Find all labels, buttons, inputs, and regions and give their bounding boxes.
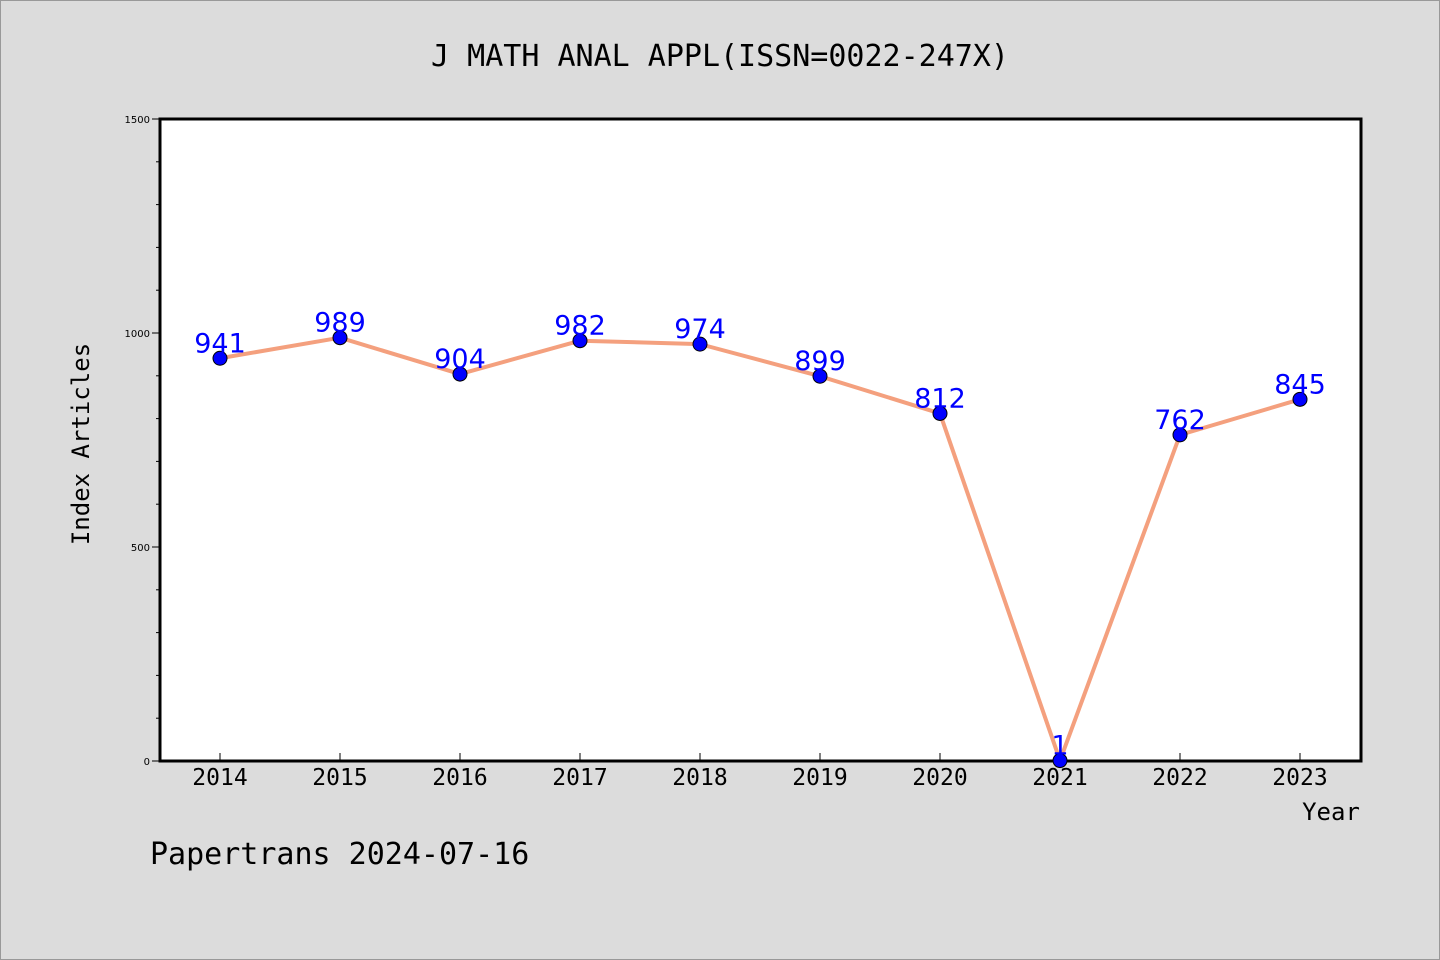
x-tick-label: 2022 bbox=[1152, 765, 1207, 791]
data-point bbox=[932, 405, 948, 421]
data-label: 941 bbox=[194, 328, 246, 359]
y-tick-label: 0 bbox=[144, 757, 150, 768]
data-label: 904 bbox=[434, 344, 486, 375]
x-tick-label: 2021 bbox=[1032, 765, 1087, 791]
footer-credit: Papertrans 2024-07-16 bbox=[150, 837, 529, 872]
series-layer: 941 989 904 982 974 899 812 1 762 845 bbox=[194, 308, 1326, 769]
data-point bbox=[1292, 391, 1308, 407]
y-axis-label: Index Articles bbox=[67, 343, 95, 545]
data-label: 989 bbox=[314, 308, 366, 339]
data-point bbox=[1172, 427, 1188, 443]
data-point bbox=[1052, 753, 1068, 769]
y-tick-label: 500 bbox=[131, 543, 150, 554]
data-label: 974 bbox=[674, 314, 726, 345]
x-axis-label: Year bbox=[1302, 798, 1360, 826]
x-tick-label: 2020 bbox=[912, 765, 967, 791]
x-axis: 2014 2015 2016 2017 2018 2019 2020 2021 2022 2023 bbox=[192, 753, 1328, 791]
data-label: 845 bbox=[1274, 369, 1326, 400]
chart-title: J MATH ANAL APPL(ISSN=0022-247X) bbox=[431, 39, 1009, 74]
data-label: 982 bbox=[554, 311, 606, 342]
data-point bbox=[452, 366, 468, 382]
data-point bbox=[332, 330, 348, 346]
x-tick-label: 2017 bbox=[552, 765, 607, 791]
data-point bbox=[812, 368, 828, 384]
x-tick-label: 2019 bbox=[792, 765, 847, 791]
data-point bbox=[572, 333, 588, 349]
data-label: 899 bbox=[794, 346, 846, 377]
x-tick-label: 2014 bbox=[192, 765, 247, 791]
data-label: 1 bbox=[1051, 731, 1068, 762]
plot-area bbox=[158, 117, 1363, 763]
x-tick-label: 2018 bbox=[672, 765, 727, 791]
y-tick-label: 1500 bbox=[125, 115, 150, 126]
x-tick-label: 2015 bbox=[312, 765, 367, 791]
series-line bbox=[219, 335, 1301, 763]
y-tick-label: 1000 bbox=[125, 329, 150, 340]
x-tick-label: 2016 bbox=[432, 765, 487, 791]
x-tick-label: 2023 bbox=[1272, 765, 1327, 791]
y-axis: 0 500 1000 1500 bbox=[125, 115, 160, 768]
data-label: 762 bbox=[1154, 405, 1206, 436]
data-point bbox=[212, 350, 228, 366]
data-point bbox=[692, 336, 708, 352]
data-label: 812 bbox=[914, 383, 966, 414]
